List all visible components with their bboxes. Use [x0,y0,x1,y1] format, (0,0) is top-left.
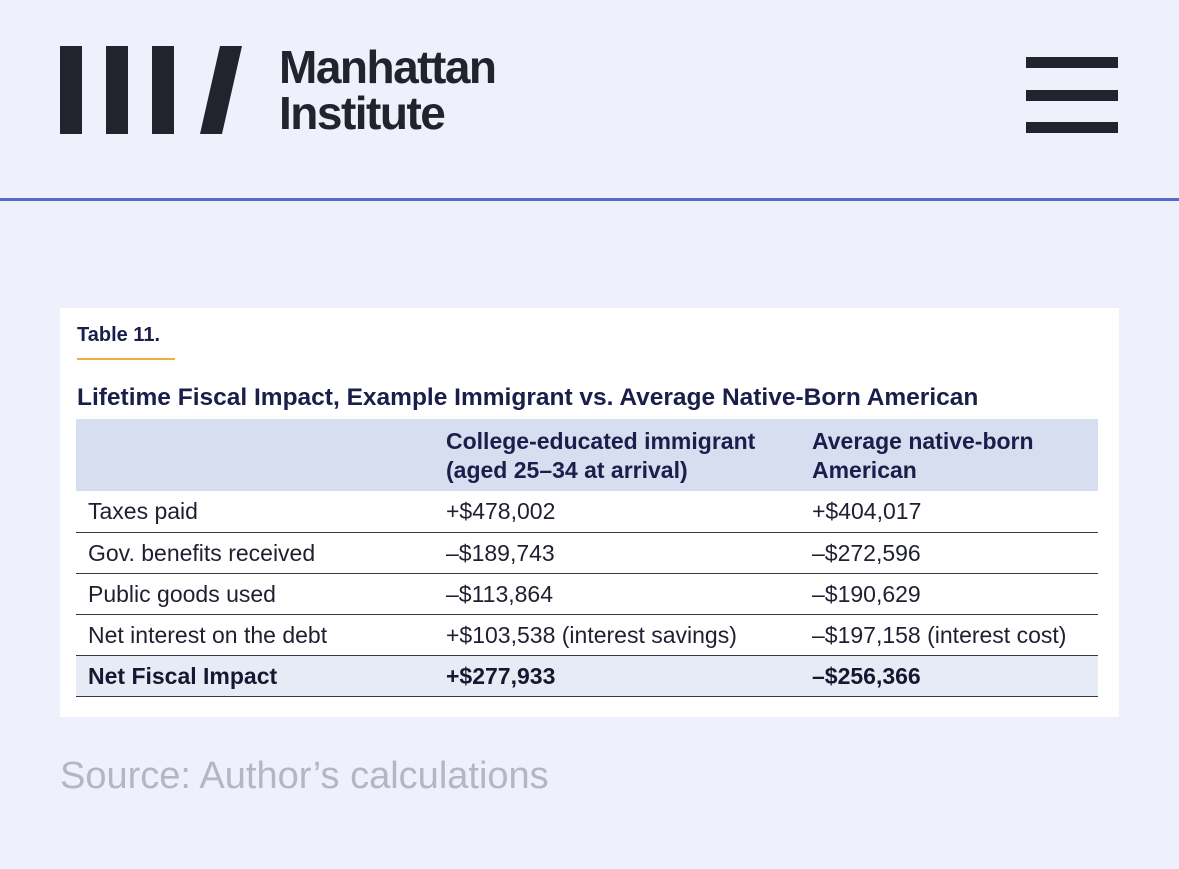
column-header: Average native-born American [800,419,1098,491]
row-label: Gov. benefits received [76,532,434,574]
table-cell: +$277,933 [434,655,800,697]
table-label: Table 11. [77,324,161,346]
table-row: Public goods used –$113,864 –$190,629 [76,573,1098,615]
menu-bar-icon [1026,57,1118,68]
row-label: Public goods used [76,573,434,615]
logo-wordmark[interactable]: Manhattan Institute [279,41,497,139]
table-cell: +$478,002 [434,491,800,533]
table-title: Lifetime Fiscal Impact, Example Immigran… [77,384,979,411]
column-header: College-educated immigrant (aged 25–34 a… [434,419,800,491]
row-label: Net interest on the debt [76,614,434,656]
table-row: Gov. benefits received –$189,743 –$272,5… [76,532,1098,574]
table-row: Net interest on the debt +$103,538 (inte… [76,614,1098,656]
table-total-row: Net Fiscal Impact +$277,933 –$256,366 [76,655,1098,697]
table-cell: +$103,538 (interest savings) [434,614,800,656]
logo-line-1: Manhattan [279,41,497,93]
menu-bar-icon [1026,89,1118,101]
site-header: Manhattan Institute [0,0,1179,201]
table-cell: –$272,596 [800,532,1098,574]
table-cell: +$404,017 [800,491,1098,533]
table-row: Taxes paid +$478,002 +$404,017 [76,491,1098,533]
table-cell: –$197,158 (interest cost) [800,614,1098,656]
table-cell: –$190,629 [800,573,1098,615]
table-header-row: College-educated immigrant (aged 25–34 a… [76,419,1098,491]
table-cell: –$256,366 [800,655,1098,697]
menu-bar-icon [1026,122,1118,133]
table-card: Table 11. Lifetime Fiscal Impact, Exampl… [60,308,1119,717]
row-label: Net Fiscal Impact [76,655,434,697]
table-cell: –$113,864 [434,573,800,615]
table-label-underline [77,358,175,360]
manhattan-institute-logo-icon[interactable] [60,46,242,134]
logo-line-2: Institute [279,87,446,139]
source-caption: Source: Author’s calculations [60,755,549,797]
row-label: Taxes paid [76,491,434,533]
fiscal-impact-table: College-educated immigrant (aged 25–34 a… [76,419,1098,697]
table-cell: –$189,743 [434,532,800,574]
hamburger-menu-button[interactable] [1026,57,1120,133]
column-header [76,419,434,491]
